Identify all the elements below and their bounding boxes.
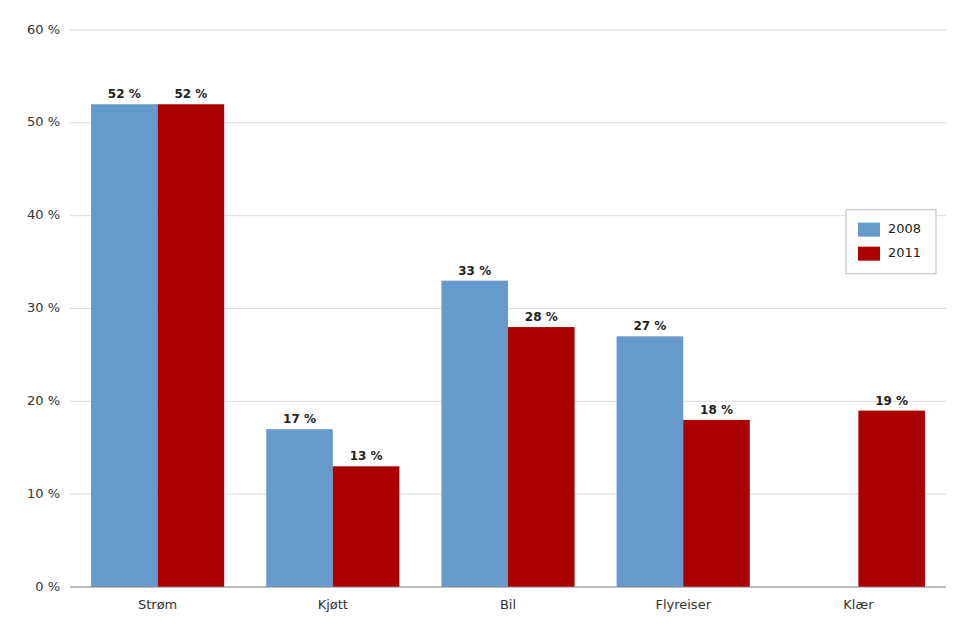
legend-frame xyxy=(846,210,936,274)
legend-swatch xyxy=(858,247,880,261)
grid xyxy=(70,30,946,587)
data-label: 18 % xyxy=(700,403,733,417)
y-tick-label: 60 % xyxy=(27,22,60,37)
chart-container: 0 % 10 % 20 % 30 % 40 % 50 % 60 % 52 % 17 % 33 % 2… xyxy=(0,0,976,637)
data-label: 17 % xyxy=(283,412,316,426)
x-tick-label: Kjøtt xyxy=(318,597,348,612)
bar xyxy=(508,327,575,587)
legend: 2008 2011 xyxy=(846,210,936,274)
y-tick-label: 20 % xyxy=(27,393,60,408)
y-tick-label: 50 % xyxy=(27,114,60,129)
bar xyxy=(441,281,508,587)
data-label: 52 % xyxy=(108,87,141,101)
y-tick-label: 40 % xyxy=(27,207,60,222)
x-tick-label: Flyreiser xyxy=(655,597,711,612)
bar xyxy=(617,336,684,587)
data-labels: 52 % 17 % 33 % 27 % 52 % 13 % 28 % 18 % 19 % xyxy=(108,87,908,463)
data-label: 52 % xyxy=(174,87,207,101)
y-tick-label: 0 % xyxy=(35,579,60,594)
bar xyxy=(158,104,225,587)
legend-label: 2011 xyxy=(888,245,921,260)
data-label: 33 % xyxy=(458,264,491,278)
grid-line xyxy=(70,30,946,31)
legend-swatch xyxy=(858,223,880,237)
data-label: 27 % xyxy=(633,319,666,333)
data-label: 28 % xyxy=(525,310,558,324)
bars xyxy=(91,104,925,587)
data-label: 13 % xyxy=(350,449,383,463)
bar xyxy=(91,104,158,587)
bar xyxy=(333,466,400,587)
x-tick-label: Bil xyxy=(500,597,516,612)
chart: 0 % 10 % 20 % 30 % 40 % 50 % 60 % 52 % 17 % 33 % 2… xyxy=(0,0,976,637)
y-tick-label: 30 % xyxy=(27,300,60,315)
data-label: 19 % xyxy=(875,394,908,408)
legend-label: 2008 xyxy=(888,221,921,236)
bar xyxy=(858,411,925,587)
x-tick-label: Klær xyxy=(843,597,874,612)
bar xyxy=(683,420,750,587)
x-tick-label: Strøm xyxy=(138,597,177,612)
x-axis-line xyxy=(70,587,946,588)
y-tick-label: 10 % xyxy=(27,486,60,501)
bar xyxy=(266,429,333,587)
grid-line xyxy=(70,587,946,588)
